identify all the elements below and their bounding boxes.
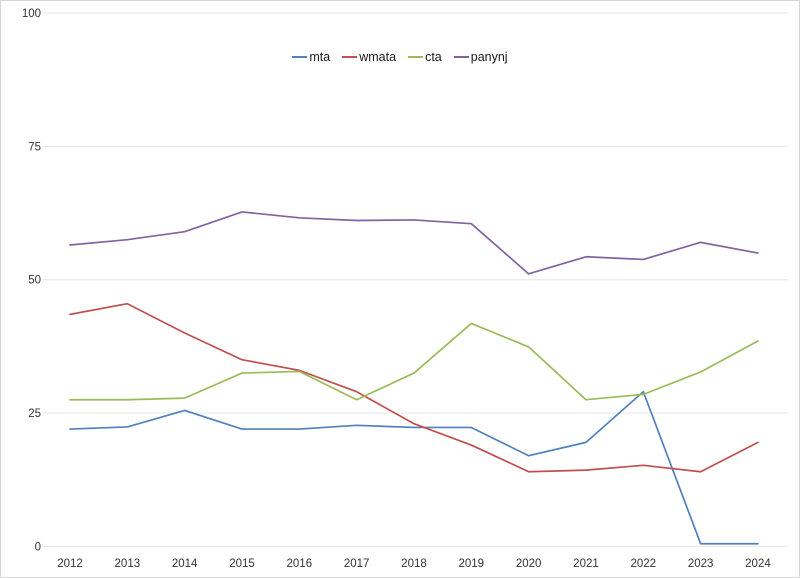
legend-marker-cta	[408, 56, 424, 58]
legend-item-cta[interactable]: cta	[408, 50, 442, 64]
x-tick-label-2017: 2017	[344, 558, 370, 570]
legend-label-panynj: panynj	[470, 50, 508, 64]
y-tick-label-50: 50	[28, 275, 41, 287]
legend-marker-mta	[292, 56, 308, 58]
x-tick-label-2023: 2023	[688, 558, 714, 570]
legend: mta wmata cta panynj	[1, 50, 799, 64]
x-tick-label-2021: 2021	[573, 558, 599, 570]
legend-label-cta: cta	[425, 50, 442, 64]
series-line-wmata	[69, 302, 759, 473]
legend-item-wmata[interactable]: wmata	[342, 50, 396, 64]
legend-label-wmata: wmata	[359, 50, 397, 64]
x-tick-label-2019: 2019	[459, 558, 485, 570]
legend-marker-wmata	[342, 56, 358, 58]
x-tick-label-2012: 2012	[57, 558, 83, 570]
x-tick-label-2015: 2015	[229, 558, 255, 570]
x-tick-label-2024: 2024	[745, 558, 771, 570]
x-tick-label-2014: 2014	[172, 558, 198, 570]
x-tick-label-2022: 2022	[631, 558, 657, 570]
legend-item-mta[interactable]: mta	[292, 50, 330, 64]
x-tick-label-2016: 2016	[287, 558, 313, 570]
legend-marker-panynj	[453, 56, 469, 58]
y-tick-label-75: 75	[28, 141, 41, 153]
x-tick-label-2020: 2020	[516, 558, 542, 570]
x-tick-label-2013: 2013	[115, 558, 141, 570]
x-tick-label-2018: 2018	[401, 558, 427, 570]
series-line-mta	[69, 390, 759, 545]
legend-label-mta: mta	[309, 50, 331, 64]
series-line-panynj	[69, 211, 759, 275]
y-tick-label-100: 100	[22, 8, 41, 20]
y-tick-label-0: 0	[35, 541, 41, 553]
series-line-cta	[69, 322, 759, 401]
y-tick-label-25: 25	[28, 408, 41, 420]
legend-item-panynj[interactable]: panynj	[453, 50, 508, 64]
